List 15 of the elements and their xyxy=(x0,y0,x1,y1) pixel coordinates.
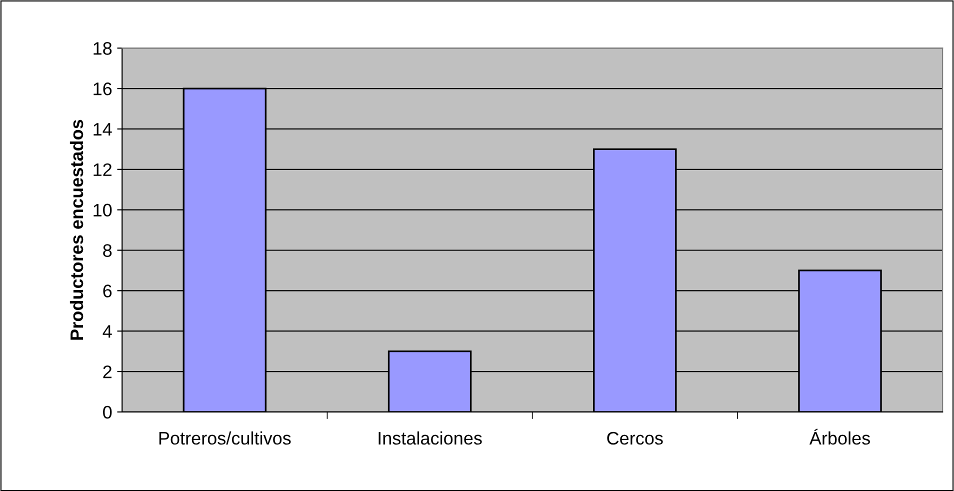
y-tick-label: 4 xyxy=(102,325,112,338)
y-tick-label: 6 xyxy=(103,284,112,298)
y-tick-label: 2 xyxy=(103,365,112,378)
x-tick-label: Árboles xyxy=(809,428,870,445)
y-tick-label: 12 xyxy=(94,163,112,176)
y-tick-label: 8 xyxy=(103,244,112,257)
y-tick-label: 10 xyxy=(94,204,112,217)
x-tick-label: Cercos xyxy=(607,432,663,445)
y-tick-label: 18 xyxy=(94,42,112,55)
y-tick-label: 16 xyxy=(94,82,112,96)
y-tick-label: 14 xyxy=(94,123,112,136)
x-tick-label: Potreros/cultivos xyxy=(159,431,291,445)
y-axis-title: Productores encuestados xyxy=(70,120,84,340)
y-tick-label: 0 xyxy=(103,406,112,419)
x-tick-label: Instalaciones xyxy=(378,431,482,445)
